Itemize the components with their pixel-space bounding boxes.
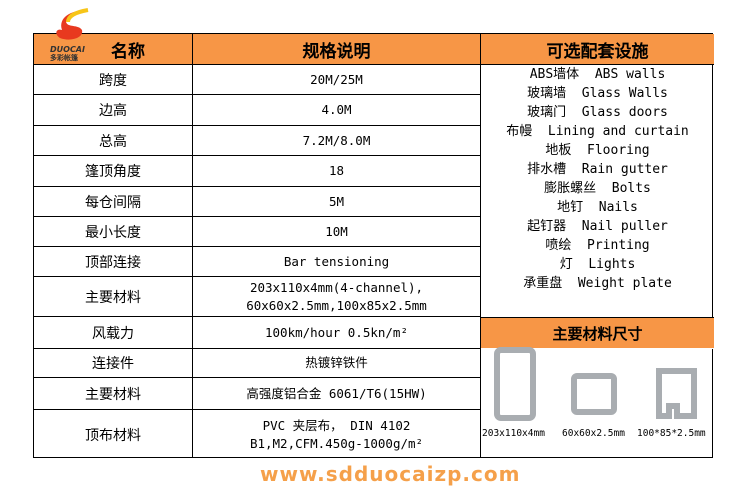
row-name: 顶部连接: [34, 247, 192, 277]
row-spec: 20M/25M: [193, 65, 480, 95]
watermark: www.sdduocaizp.com: [260, 462, 521, 486]
row-spec-text: 203x110x4mm(4-channel),: [249, 279, 424, 295]
row-name-text: 顶布材料: [85, 427, 141, 444]
row-spec-text: 5M: [328, 193, 345, 209]
row-spec: 5M: [193, 187, 480, 217]
profile-203x110: [494, 347, 536, 421]
materials-header: 主要材料尺寸: [481, 317, 714, 349]
row-name-text: 顶部连接: [85, 254, 141, 271]
row-spec-text-2: B1,M2,CFM.450g-1000g/m²: [249, 435, 424, 451]
row-spec: 4.0M: [193, 95, 480, 126]
row-spec-text-2: 60x60x2.5mm,100x85x2.5mm: [246, 297, 427, 313]
row-spec: 203x110x4mm(4-channel), 60x60x2.5mm,100x8…: [193, 277, 480, 317]
row-spec-text: 热镀锌铁件: [305, 355, 368, 370]
row-name: 总高: [34, 126, 192, 156]
row-name: 每仓间隔: [34, 187, 192, 217]
row-spec-text: 10M: [325, 223, 348, 239]
row-name: 主要材料: [34, 378, 192, 410]
option-item: 布幔 Lining and curtain: [506, 124, 689, 139]
option-item: 玻璃门 Glass doors: [527, 105, 668, 120]
row-spec: Bar tensioning: [193, 247, 480, 277]
row-name: 风载力: [34, 317, 192, 349]
row-name-text: 最小长度: [85, 224, 141, 241]
option-item: 膨胀螺丝 Bolts: [544, 181, 651, 196]
row-spec: 10M: [193, 217, 480, 247]
row-name-text: 主要材料: [85, 386, 141, 403]
profile-60x60: [571, 373, 617, 415]
row-spec: 高强度铝合金 6061/T6(15HW): [193, 378, 480, 410]
header-options: 可选配套设施: [481, 34, 714, 65]
caption-3: 100*85*2.5mm: [637, 428, 706, 439]
divider: [480, 34, 481, 457]
header-spec: 规格说明: [193, 34, 480, 65]
row-spec: 7.2M/8.0M: [193, 126, 480, 156]
row-spec-text: 20M/25M: [310, 71, 363, 87]
row-name-text: 跨度: [99, 72, 127, 89]
option-item: 玻璃墙 Glass Walls: [527, 86, 668, 101]
row-spec: 100km/hour 0.5kn/m²: [193, 317, 480, 349]
divider: [192, 34, 193, 457]
caption-2: 60x60x2.5mm: [562, 428, 625, 439]
row-spec-text: 7.2M/8.0M: [302, 132, 371, 148]
logo-flame-icon: [56, 8, 89, 40]
option-item: 地钉 Nails: [557, 200, 638, 215]
row-name-text: 风载力: [92, 325, 134, 342]
logo-text: DUOCAI: [50, 45, 85, 54]
row-spec-text: 100km/hour 0.5kn/m²: [265, 324, 408, 340]
row-spec: PVC 夹层布， DIN 4102 B1,M2,CFM.450g-1000g/m²: [193, 410, 480, 459]
row-spec-text: 18: [328, 163, 345, 178]
row-spec-text: Bar tensioning: [283, 253, 390, 269]
row-spec: 18: [193, 156, 480, 187]
row-spec-text: 4.0M: [321, 102, 352, 117]
row-name-text: 篷顶角度: [85, 164, 141, 180]
row-name-text: 每仓间隔: [85, 194, 141, 211]
option-item: 起钉器 Nail puller: [527, 219, 668, 234]
material-profiles-image: [494, 347, 697, 421]
option-item: 灯 Lights: [559, 257, 636, 272]
row-name-text: 主要材料: [85, 289, 141, 306]
row-spec: 热镀锌铁件: [193, 349, 480, 378]
option-item: 排水槽 Rain gutter: [527, 162, 668, 177]
logo: DUOCAI 多彩帐篷: [50, 8, 95, 62]
options-list: ABS墙体 ABS walls 玻璃墙 Glass Walls 玻璃门 Glass …: [481, 65, 714, 293]
row-spec-text: 高强度铝合金 6061/T6(15HW): [246, 385, 427, 401]
option-item: 承重盘 Weight plate: [523, 276, 672, 291]
row-name: 主要材料: [34, 277, 192, 317]
row-name-text: 连接件: [92, 356, 134, 372]
profile-100x85: [656, 368, 697, 419]
row-name: 篷顶角度: [34, 156, 192, 187]
option-item: 喷绘 Printing: [545, 238, 650, 253]
row-spec-text: PVC 夹层布， DIN 4102: [262, 417, 411, 433]
option-item: 地板 Flooring: [545, 143, 650, 158]
row-name-text: 总高: [99, 133, 127, 150]
option-item: ABS墙体 ABS walls: [529, 67, 666, 82]
header-name: 名称: [34, 34, 192, 65]
spec-table: 名称 规格说明 可选配套设施 跨度 20M/25M 边高 4.0M 总高 7.2M/8.0…: [33, 33, 714, 459]
row-name: 最小长度: [34, 217, 192, 247]
row-name: 边高: [34, 95, 192, 126]
logo-subtext: 多彩帐篷: [50, 54, 78, 62]
row-name: 跨度: [34, 65, 192, 95]
header-name-text: 名称: [111, 41, 145, 62]
row-name: 顶布材料: [34, 410, 192, 459]
row-name-text: 边高: [99, 103, 127, 119]
row-name: 连接件: [34, 349, 192, 378]
caption-1: 203x110x4mm: [482, 428, 545, 439]
